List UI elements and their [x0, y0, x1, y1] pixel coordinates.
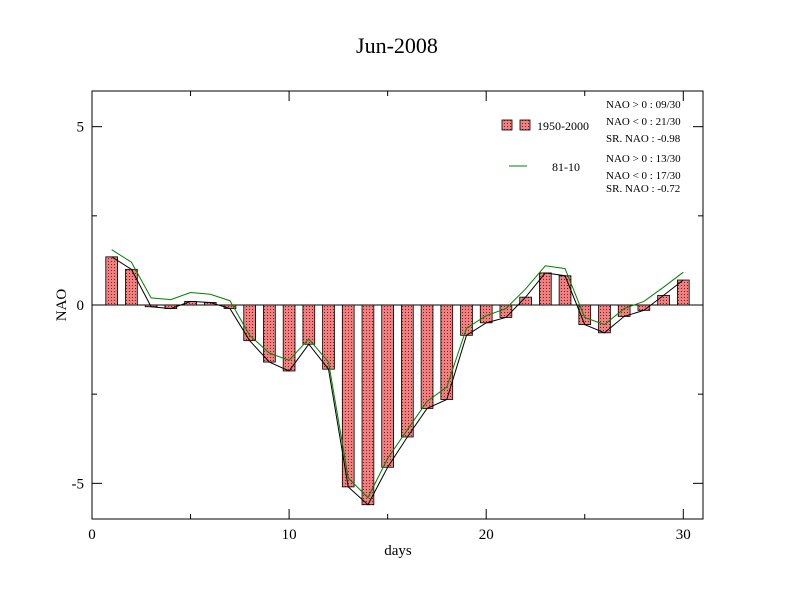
bar-day-21 [499, 304, 513, 318]
legend-swatch-bar [501, 119, 513, 131]
legend-label-1950-2000: 1950-2000 [537, 119, 589, 133]
bar-series-1950-2000 [105, 256, 690, 506]
x-axis-label: days [384, 543, 412, 559]
y-axis-label: NAO [54, 289, 70, 322]
bar-day-15 [381, 304, 394, 468]
legend-stat: NAO < 0 : 17/30 [606, 170, 681, 182]
bar-day-12 [322, 304, 335, 370]
legend-stat: NAO > 0 : 13/30 [606, 153, 681, 165]
legend-swatch-bar [519, 119, 531, 131]
legend-stat: NAO < 0 : 21/30 [606, 116, 681, 128]
bar-day-26 [598, 304, 611, 334]
x-tick-label: 10 [282, 527, 297, 543]
bar-day-14 [361, 304, 375, 506]
y-tick-label: 0 [77, 298, 85, 314]
y-tick-label: 5 [77, 120, 85, 136]
bar-day-19 [460, 304, 473, 336]
y-tick-label: -5 [72, 476, 85, 492]
bar-day-17 [420, 304, 434, 409]
bar-day-29 [657, 294, 670, 306]
legend: 1950-2000 NAO > 0 : 09/30 NAO < 0 : 21/3… [501, 99, 681, 195]
line-81-10 [111, 249, 684, 499]
x-tick-label: 20 [479, 527, 494, 543]
x-tick-label: 0 [88, 527, 96, 543]
bar-day-2 [125, 268, 138, 306]
bar-day-16 [401, 304, 414, 438]
x-tick-label: 30 [676, 527, 691, 543]
legend-stat: NAO > 0 : 09/30 [606, 99, 681, 111]
line-series-0 [111, 256, 684, 506]
legend-label-81-10: 81-10 [552, 160, 580, 174]
legend-stat: SR. NAO : -0.98 [606, 133, 681, 145]
chart-title: Jun-2008 [356, 33, 438, 58]
bar-day-1 [105, 256, 119, 306]
bar-day-10 [282, 304, 296, 372]
line-series [111, 249, 684, 506]
legend-stat: SR. NAO : -0.72 [606, 183, 680, 195]
